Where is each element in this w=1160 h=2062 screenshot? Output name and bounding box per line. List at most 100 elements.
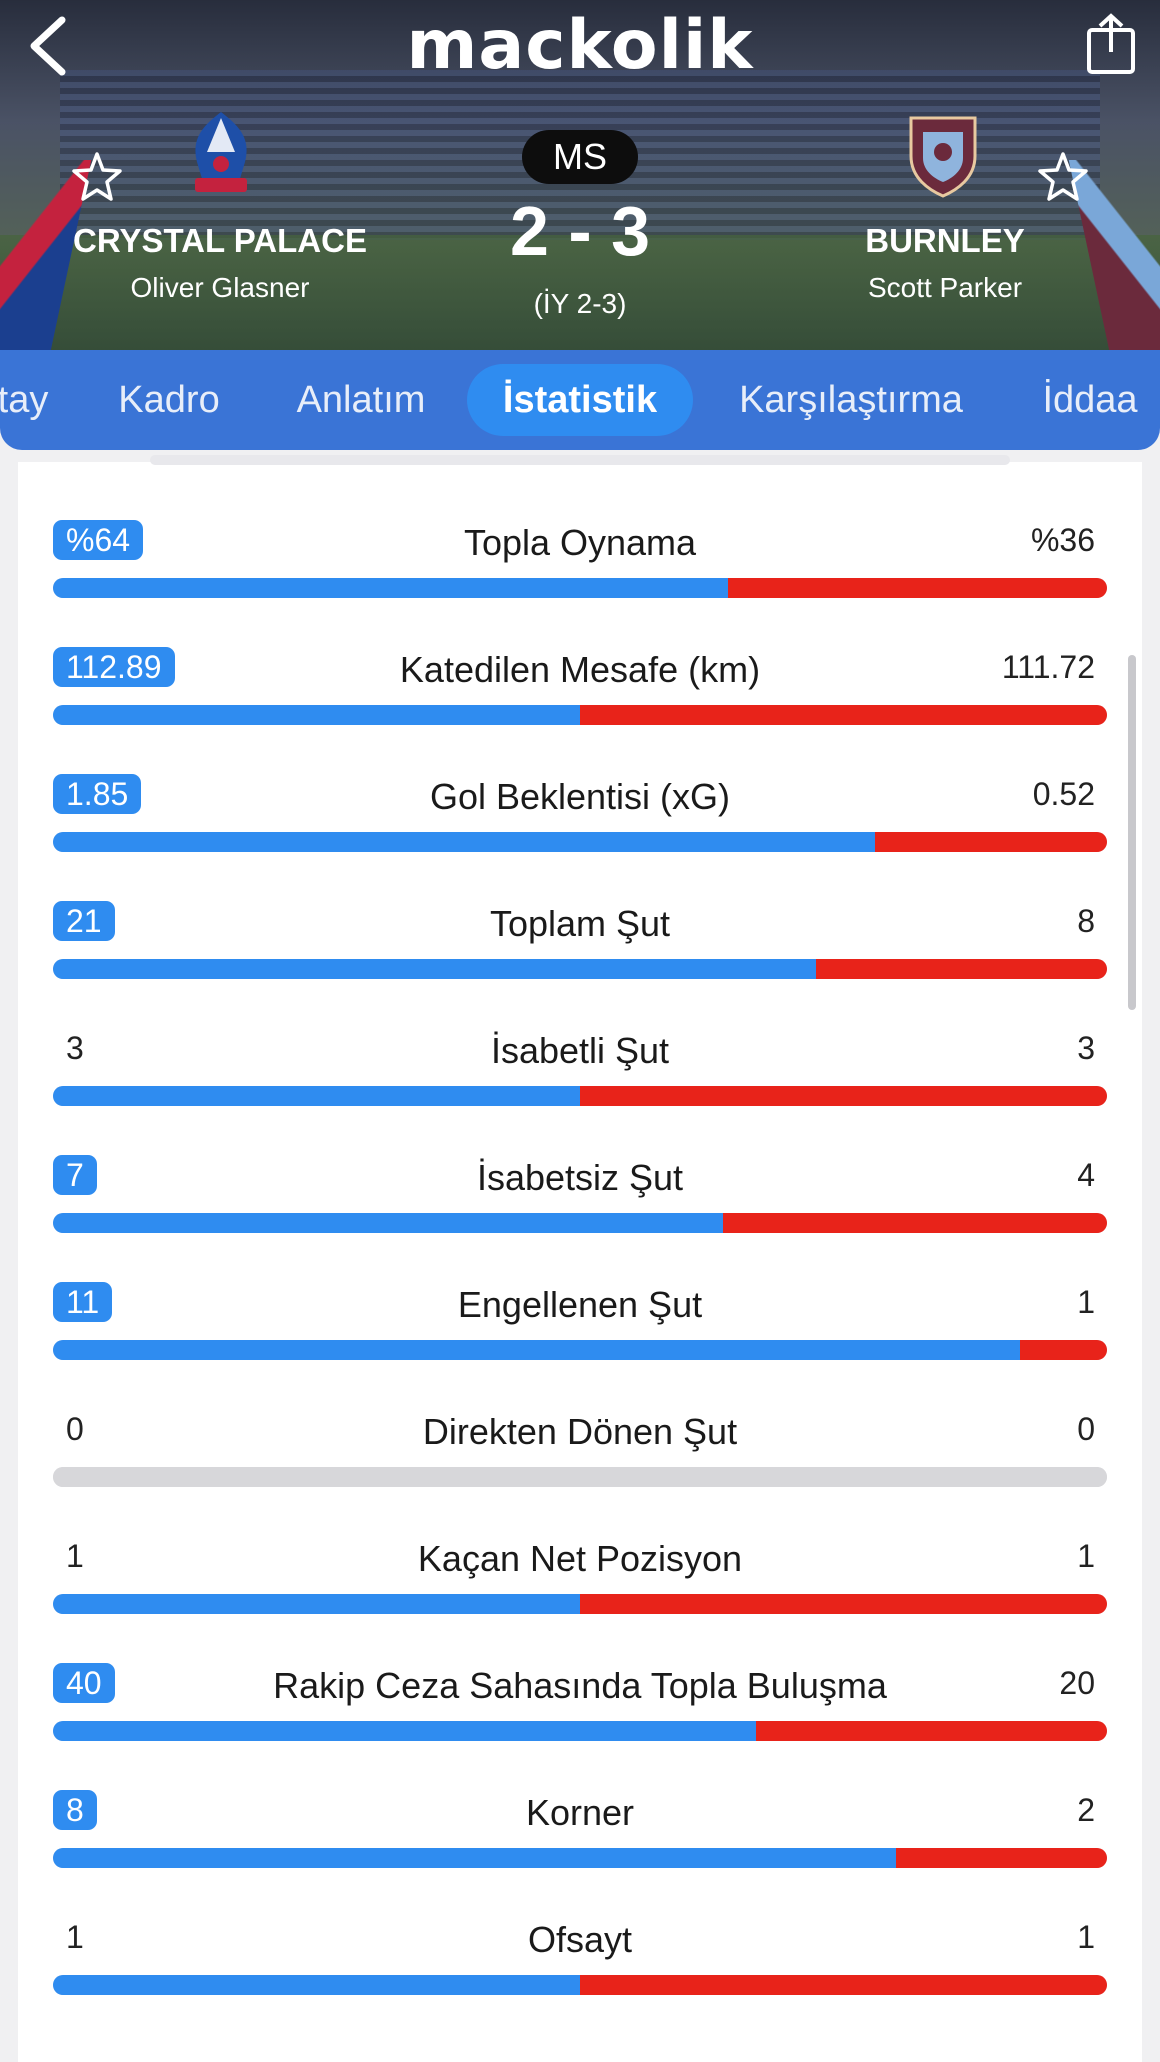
home-stat-value: %64 [53,520,144,560]
away-bar-fill [723,1213,1107,1233]
stat-row: %64 Topla Oynama %36 [53,520,1107,620]
away-coach-name: Scott Parker [867,272,1023,303]
away-bar-fill [580,1594,1107,1614]
back-button[interactable] [22,14,82,78]
stat-label: Katedilen Mesafe (km) [399,649,761,690]
stat-label: Ofsayt [527,1919,633,1960]
away-stat-value: 20 [1059,1665,1095,1701]
stat-row: 1 Ofsayt 1 [53,1917,1107,2017]
tab-kadro[interactable]: Kadro [118,379,220,421]
home-bar-fill [53,1975,580,1995]
stat-comparison-bar [53,705,1107,725]
home-bar-fill [53,959,817,979]
home-bar-fill [53,1721,757,1741]
away-bar-fill [580,1086,1107,1106]
home-bar-fill [53,1340,1020,1360]
away-stat-value: 3 [1077,1030,1095,1066]
stat-comparison-bar [53,578,1107,598]
home-stat-value: 3 [66,1030,84,1066]
chevron-left-icon [30,16,66,76]
home-bar-fill [53,1467,580,1487]
home-bar-fill [53,1594,580,1614]
home-stat-value: 1 [66,1538,84,1574]
stat-row: 8 Korner 2 [53,1790,1107,1890]
away-stat-value: 2 [1077,1792,1095,1828]
away-team-name[interactable]: BURNLEY [865,222,1025,259]
away-bar-fill [875,832,1107,852]
away-stat-value: 8 [1077,903,1095,939]
home-stat-value: 40 [53,1663,115,1703]
stat-comparison-bar [53,1340,1107,1360]
stat-comparison-bar [53,832,1107,852]
stat-row: 40 Rakip Ceza Sahasında Topla Buluşma 20 [53,1663,1107,1763]
home-stat-value: 112.89 [53,647,175,687]
home-bar-fill [53,832,876,852]
stat-row: 7 İsabetsiz Şut 4 [53,1155,1107,1255]
stat-row: 3 İsabetli Şut 3 [53,1028,1107,1128]
stat-label: Engellenen Şut [457,1284,703,1325]
brand-logo: mackolik [406,6,754,85]
stat-label: Gol Beklentisi (xG) [429,776,731,817]
stat-label: Rakip Ceza Sahasında Topla Buluşma [273,1665,887,1706]
stat-row: 0 Direkten Dönen Şut 0 [53,1409,1107,1509]
away-bar-fill [580,1467,1107,1487]
home-team-name[interactable]: CRYSTAL PALACE [73,222,367,259]
stat-label: Toplam Şut [489,903,671,944]
stat-comparison-bar [53,1594,1107,1614]
share-button[interactable] [1085,12,1137,76]
stat-comparison-bar [53,1213,1107,1233]
match-status-badge: MS [522,130,638,184]
home-bar-fill [53,1848,897,1868]
burnley-crest-icon[interactable] [905,112,981,203]
home-bar-fill [53,705,580,725]
stat-row: 112.89 Katedilen Mesafe (km) 111.72 [53,647,1107,747]
home-bar-fill [53,1086,580,1106]
tab-detay[interactable]: tay [0,379,49,421]
home-stat-value: 11 [53,1282,113,1322]
pitch-background [0,235,1160,350]
tab-iddaa[interactable]: İddaa [1042,379,1138,421]
away-bar-fill [580,1975,1107,1995]
match-header: mackolik CRYSTAL PALACE Oliver Glasner M… [0,0,1160,350]
away-stat-value: 111.72 [1001,649,1095,685]
tab-anlatim[interactable]: Anlatım [296,379,426,421]
away-bar-fill [756,1721,1107,1741]
away-bar-fill [580,705,1107,725]
home-bar-fill [53,578,728,598]
home-bar-fill [53,1213,724,1233]
home-stat-value: 8 [53,1790,97,1830]
favorite-home-star-icon[interactable] [70,150,124,204]
away-stat-value: 0 [1077,1411,1095,1447]
stat-row: 11 Engellenen Şut 1 [53,1282,1107,1382]
away-bar-fill [727,578,1107,598]
away-stat-value: %36 [1030,522,1095,558]
subtab-divider [150,455,1010,465]
stat-label: İsabetli Şut [490,1030,670,1071]
away-stat-value: 4 [1077,1157,1095,1193]
favorite-away-star-icon[interactable] [1036,150,1090,204]
stat-label: Kaçan Net Pozisyon [417,1538,743,1579]
stat-label: Direkten Dönen Şut [422,1411,738,1452]
stat-row: 1 Kaçan Net Pozisyon 1 [53,1536,1107,1636]
home-stat-value: 1.85 [53,774,142,814]
away-stat-value: 1 [1077,1919,1095,1955]
home-stat-value: 21 [53,901,115,941]
tab-karsilastirma[interactable]: Karşılaştırma [739,379,963,421]
away-bar-fill [896,1848,1107,1868]
away-bar-fill [1019,1340,1107,1360]
away-stat-value: 1 [1077,1284,1095,1320]
away-bar-fill [816,959,1107,979]
scrollbar[interactable] [1128,655,1136,1010]
stat-comparison-bar [53,1721,1107,1741]
stat-comparison-bar [53,1467,1107,1487]
crystal-palace-crest-icon[interactable] [183,108,259,209]
home-stat-value: 0 [66,1411,84,1447]
tab-istatistik[interactable]: İstatistik [467,364,693,436]
match-score: 2 - 3 [509,192,651,270]
stat-row: 1.85 Gol Beklentisi (xG) 0.52 [53,774,1107,874]
share-icon [1087,13,1135,74]
stat-comparison-bar [53,1848,1107,1868]
away-stat-value: 0.52 [1032,776,1095,812]
away-stat-value: 1 [1077,1538,1095,1574]
home-coach-name: Oliver Glasner [130,272,310,303]
